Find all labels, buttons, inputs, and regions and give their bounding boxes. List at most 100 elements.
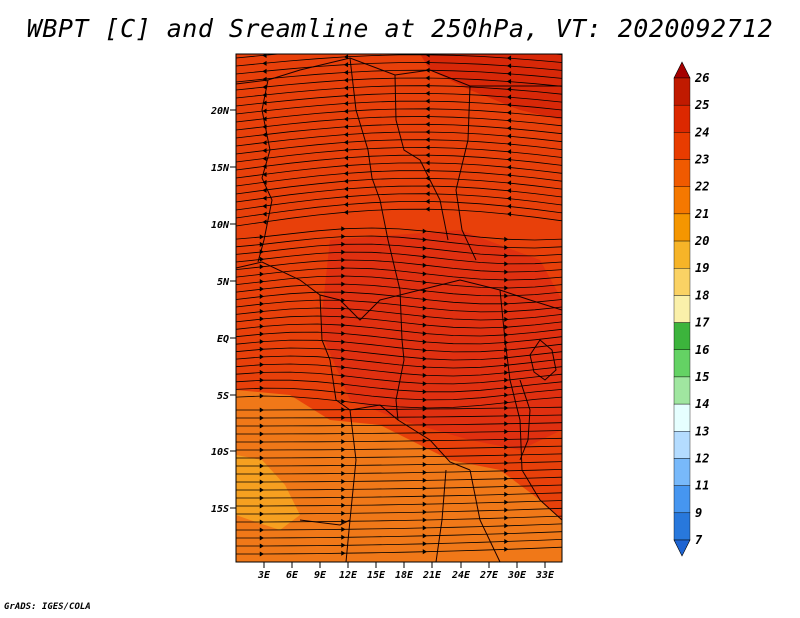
streamline-arrow bbox=[422, 279, 427, 285]
streamline-arrow bbox=[422, 485, 427, 491]
streamline-arrow bbox=[425, 98, 430, 104]
colorbar-swatch bbox=[673, 349, 691, 378]
streamline-arrow bbox=[259, 431, 264, 437]
streamline-arrow bbox=[422, 271, 427, 277]
streamline-arrow bbox=[425, 121, 430, 127]
streamline-arrow bbox=[422, 438, 427, 444]
streamline-arrow bbox=[259, 249, 264, 255]
streamline-arrow bbox=[343, 108, 349, 114]
lat-tick-label: 15N bbox=[211, 163, 230, 174]
lon-tick-label: 21E bbox=[422, 570, 442, 581]
streamline-arrow bbox=[425, 175, 430, 181]
streamline-arrow bbox=[422, 397, 427, 403]
streamline-arrow bbox=[422, 381, 427, 387]
streamline-arrow bbox=[259, 551, 264, 557]
streamline-arrow bbox=[422, 517, 427, 523]
streamline-arrow bbox=[504, 245, 509, 251]
lon-tick-label: 18E bbox=[395, 570, 414, 581]
streamline-arrow bbox=[504, 491, 509, 497]
colorbar-swatch bbox=[673, 295, 691, 323]
streamline-arrow bbox=[262, 84, 267, 90]
colorbar-label: 19 bbox=[695, 261, 709, 275]
streamline-arrow bbox=[262, 148, 267, 154]
colorbar-label: 13 bbox=[695, 424, 709, 438]
streamline-arrow bbox=[422, 254, 427, 260]
colorbar-swatch bbox=[673, 132, 691, 160]
streamline-arrow bbox=[422, 541, 427, 547]
streamline-arrow bbox=[262, 195, 267, 201]
colorbar-legend: 26 25 24 23 22 21 20 19 18 17 16 15 14 13 12 11 9 7 bbox=[673, 61, 710, 557]
streamline-arrow bbox=[422, 406, 427, 412]
streamline-arrow bbox=[259, 369, 264, 375]
streamline-arrow bbox=[422, 314, 427, 320]
streamline-arrow bbox=[341, 322, 346, 328]
streamline-arrow bbox=[506, 203, 512, 209]
streamline-arrow bbox=[422, 331, 427, 337]
colorbar-swatch bbox=[673, 159, 691, 187]
streamline-arrow bbox=[422, 339, 427, 345]
streamline-arrow bbox=[425, 183, 430, 189]
streamline-arrow bbox=[425, 83, 430, 89]
streamline-arrow bbox=[262, 124, 267, 130]
streamline-arrow bbox=[425, 75, 430, 81]
streamline-arrow bbox=[504, 339, 509, 345]
streamline-arrow bbox=[425, 106, 430, 112]
streamline-arrow bbox=[341, 486, 346, 492]
streamline-arrow bbox=[422, 549, 427, 555]
streamlines bbox=[236, 54, 562, 557]
streamline-arrow bbox=[506, 55, 512, 61]
lat-tick-label: 15S bbox=[211, 504, 229, 515]
streamline-arrow bbox=[422, 469, 427, 475]
latitude-axis: 20N 15N 10N 5N EQ 5S 10S 15S bbox=[210, 106, 236, 515]
lat-tick-label: 10S bbox=[211, 447, 229, 458]
streamline-arrow bbox=[262, 187, 267, 193]
colorbar-swatch bbox=[673, 240, 691, 269]
streamline-arrow bbox=[262, 60, 267, 66]
streamline-arrow bbox=[425, 160, 430, 166]
streamline-arrow bbox=[341, 526, 346, 532]
lon-tick-label: 12E bbox=[339, 570, 358, 581]
streamline-arrow bbox=[259, 447, 264, 453]
streamline-arrow bbox=[343, 54, 349, 60]
streamline-arrow bbox=[422, 446, 427, 452]
colorbar-label: 7 bbox=[695, 533, 703, 547]
streamline-arrow bbox=[343, 147, 349, 153]
streamline-arrow bbox=[343, 101, 349, 107]
streamline-arrow bbox=[262, 116, 267, 122]
lon-tick-label: 9E bbox=[314, 570, 327, 581]
streamline-arrow bbox=[341, 356, 346, 362]
streamline-arrow bbox=[343, 132, 349, 138]
streamline-arrow bbox=[341, 510, 346, 516]
lon-tick-label: 24E bbox=[451, 570, 471, 581]
lon-tick-label: 27E bbox=[479, 570, 499, 581]
streamline-arrow bbox=[343, 209, 349, 215]
streamline-arrow bbox=[504, 436, 509, 442]
streamline-arrow bbox=[506, 141, 512, 147]
streamline-arrow bbox=[341, 463, 346, 469]
streamline-arrow bbox=[425, 67, 430, 73]
streamline-arrow bbox=[262, 156, 267, 162]
colorbar-swatch bbox=[673, 431, 691, 459]
streamline-arrow bbox=[422, 262, 427, 268]
streamline-arrow bbox=[504, 484, 509, 490]
footer-credit: GrADS: IGES/COLA bbox=[4, 602, 91, 612]
streamline-arrow bbox=[422, 297, 427, 303]
streamline-arrow bbox=[343, 124, 349, 130]
streamline-arrow bbox=[341, 550, 346, 556]
streamline-arrow bbox=[341, 249, 346, 255]
streamline-arrow bbox=[341, 431, 346, 437]
streamline-arrow bbox=[341, 233, 346, 239]
streamline-arrow bbox=[259, 339, 264, 345]
streamline-arrow bbox=[343, 85, 349, 91]
streamline-arrow bbox=[422, 356, 427, 362]
map-frame bbox=[235, 53, 563, 563]
streamline-arrow bbox=[259, 385, 264, 391]
streamline-arrow bbox=[262, 203, 267, 209]
streamline-arrow bbox=[341, 339, 346, 345]
streamline-arrow bbox=[506, 211, 512, 217]
streamline-arrow bbox=[259, 519, 264, 525]
colorbar-label: 20 bbox=[694, 234, 709, 248]
streamline-arrow bbox=[259, 234, 264, 240]
streamline-arrow bbox=[341, 407, 346, 413]
streamline-arrow bbox=[341, 347, 346, 353]
